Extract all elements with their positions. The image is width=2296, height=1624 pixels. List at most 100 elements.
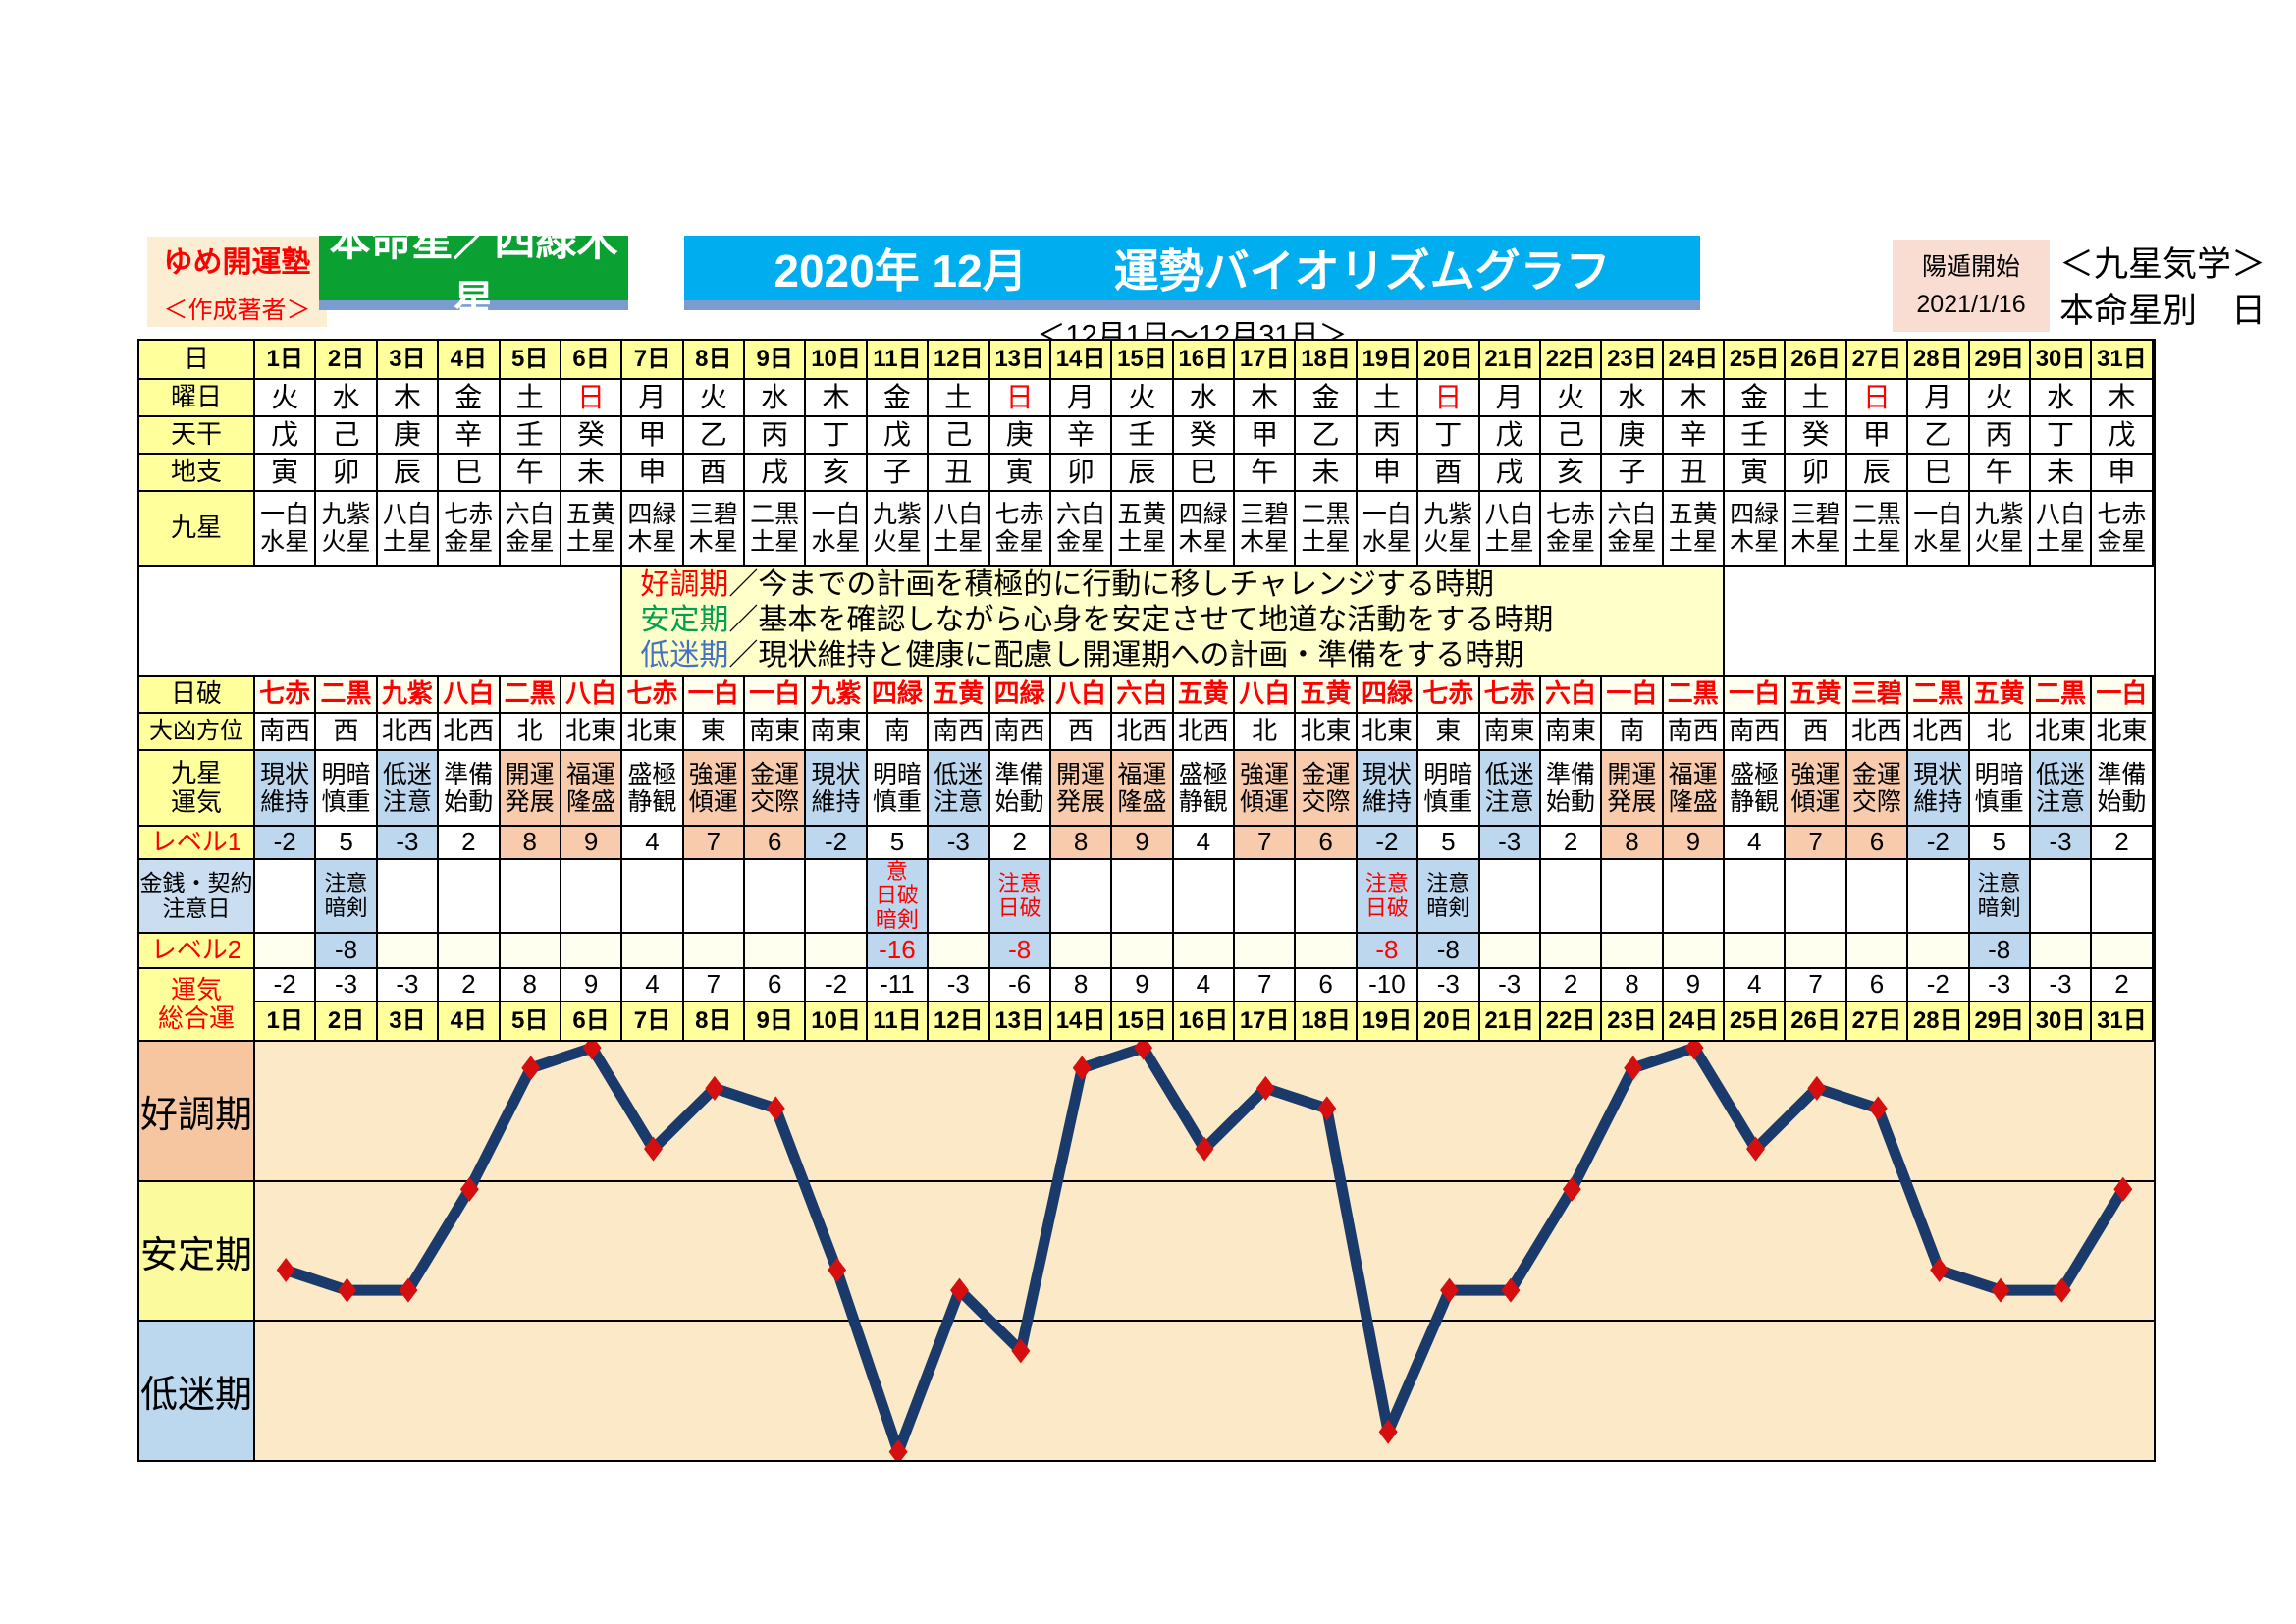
cell-nippa-day5: 二黒 — [500, 677, 561, 712]
marker-day18 — [1317, 1096, 1337, 1121]
cell-chishi-day31: 申 — [2092, 455, 2154, 490]
row-weekday: 曜日火水木金土日月火水木金土日月火水木金土日月火水木金土日月火水木 — [139, 380, 2154, 417]
cell-nippa-day26: 五黄 — [1786, 677, 1847, 712]
cell-unki-day4: 準備 始動 — [439, 751, 501, 825]
cell-date-top-day24: 24日 — [1663, 341, 1725, 378]
cell-date-top-day16: 16日 — [1173, 341, 1235, 378]
cell-nippa-day20: 七赤 — [1418, 677, 1480, 712]
legend-term: 安定期 — [640, 604, 729, 636]
cell-level2-day1 — [255, 934, 317, 967]
cell-chishi-day26: 卯 — [1786, 455, 1847, 490]
cell-level1-day30: -3 — [2030, 827, 2093, 858]
cell-caution-day30 — [2030, 860, 2093, 932]
cell-tenkan-day29: 丙 — [1969, 417, 2031, 453]
title-graph: 運勢バイオリズムグラフ — [1113, 245, 1611, 297]
cell-weekday-day12: 土 — [929, 380, 990, 415]
cell-level2-day16 — [1173, 934, 1235, 967]
cell-total-value-day16: 4 — [1173, 969, 1235, 1001]
cell-kyusei-day5: 六白 金星 — [500, 492, 561, 565]
cell-weekday-day5: 土 — [500, 380, 561, 415]
cell-level2-day15 — [1112, 934, 1174, 967]
cell-unki-day14: 開運 発展 — [1050, 751, 1113, 825]
cell-kyusei-day11: 九紫 火星 — [867, 492, 930, 565]
cell-kyusei-day26: 三碧 木星 — [1786, 492, 1847, 565]
cell-weekday-day27: 日 — [1846, 380, 1909, 415]
cell-tenkan-day9: 丙 — [745, 417, 807, 453]
marker-day23 — [1624, 1056, 1643, 1081]
cell-date-top-day22: 22日 — [1540, 341, 1603, 378]
cell-kyusei-day31: 七赤 金星 — [2092, 492, 2154, 565]
cell-date-bottom-day31: 31日 — [2092, 1002, 2154, 1040]
cell-tenkan-day15: 壬 — [1112, 417, 1174, 453]
cell-total-value-day7: 4 — [622, 969, 684, 1001]
cell-level1-day25: 4 — [1725, 827, 1787, 858]
cell-level1-day6: 9 — [561, 827, 623, 858]
cell-date-bottom-day6: 6日 — [561, 1002, 623, 1040]
cell-daikyo-day24: 南西 — [1663, 714, 1725, 749]
cell-kyusei-day29: 九紫 火星 — [1969, 492, 2031, 565]
cell-daikyo-day5: 北 — [500, 714, 561, 749]
cell-chishi-day19: 申 — [1357, 455, 1419, 490]
cell-caution-day26 — [1786, 860, 1847, 932]
cell-unki-day18: 金運 交際 — [1296, 751, 1358, 825]
cell-tenkan-day17: 甲 — [1235, 417, 1297, 453]
cell-tenkan-day12: 己 — [929, 417, 990, 453]
cell-level1-day14: 8 — [1050, 827, 1113, 858]
cell-kyusei-day12: 八白 土星 — [929, 492, 990, 565]
cell-date-bottom-day26: 26日 — [1786, 1002, 1847, 1040]
row-label-kyusei: 九星 — [139, 492, 255, 565]
marker-day14 — [1072, 1056, 1092, 1081]
cell-total-value-day12: -3 — [929, 969, 990, 1001]
cell-level2-day21 — [1479, 934, 1541, 967]
cell-tenkan-day16: 癸 — [1173, 417, 1235, 453]
cell-kyusei-day16: 四緑 木星 — [1173, 492, 1235, 565]
cell-nippa-day16: 五黄 — [1173, 677, 1235, 712]
cell-date-bottom-day5: 5日 — [500, 1002, 561, 1040]
cell-date-top-day12: 12日 — [929, 341, 990, 378]
chart-band-labels: 好調期 安定期 低迷期 — [139, 1042, 255, 1461]
cell-caution-day15 — [1112, 860, 1174, 932]
cell-level2-day10 — [806, 934, 868, 967]
cell-level2-day7 — [622, 934, 684, 967]
cell-total-value-day20: -3 — [1418, 969, 1480, 1001]
cell-total-value-day15: 9 — [1112, 969, 1174, 1001]
cell-kyusei-day25: 四緑 木星 — [1725, 492, 1787, 565]
cell-chishi-day5: 午 — [500, 455, 561, 490]
cell-level2-day8 — [683, 934, 745, 967]
cell-date-bottom-day4: 4日 — [439, 1002, 501, 1040]
cell-level2-day22 — [1540, 934, 1603, 967]
cell-date-bottom-day7: 7日 — [622, 1002, 684, 1040]
cell-kyusei-day7: 四緑 木星 — [622, 492, 684, 565]
cell-unki-day30: 低迷 注意 — [2030, 751, 2093, 825]
cell-unki-day28: 現状 維持 — [1908, 751, 1970, 825]
cell-chishi-day13: 寅 — [989, 455, 1051, 490]
cell-chishi-day23: 子 — [1602, 455, 1664, 490]
cell-daikyo-day20: 東 — [1418, 714, 1480, 749]
cell-total-value-day9: 6 — [745, 969, 807, 1001]
cell-level1-day7: 4 — [622, 827, 684, 858]
cell-level1-day15: 9 — [1112, 827, 1174, 858]
cell-nippa-day13: 四緑 — [989, 677, 1051, 712]
cell-daikyo-day17: 北 — [1235, 714, 1297, 749]
cell-caution-day4 — [439, 860, 501, 932]
cell-total-value-day19: -10 — [1357, 969, 1419, 1001]
cell-caution-day6 — [561, 860, 623, 932]
cell-date-bottom-day8: 8日 — [683, 1002, 745, 1040]
cell-level1-day26: 7 — [1786, 827, 1847, 858]
cell-total-value-day3: -3 — [377, 969, 440, 1001]
cell-level1-day2: 5 — [316, 827, 378, 858]
legend-right-spacer — [1725, 567, 2154, 675]
cell-date-top-day7: 7日 — [622, 341, 684, 378]
cell-unki-day11: 明暗 慎重 — [867, 751, 930, 825]
cell-caution-day7 — [622, 860, 684, 932]
row-date-top: 日 1日 2日 3日 4日 5日 6日 7日 8日 9日 10日 11日 12日 13日 14日 15日 16日… — [139, 341, 2154, 380]
cell-caution-day8 — [683, 860, 745, 932]
cell-level2-day25 — [1725, 934, 1787, 967]
marker-day10 — [828, 1258, 847, 1283]
cell-tenkan-day27: 甲 — [1846, 417, 1909, 453]
cell-nippa-day21: 七赤 — [1479, 677, 1541, 712]
cell-caution-day24 — [1663, 860, 1725, 932]
cell-total-value-day4: 2 — [439, 969, 501, 1001]
cell-weekday-day9: 水 — [745, 380, 807, 415]
cell-date-top-day30: 30日 — [2030, 341, 2093, 378]
